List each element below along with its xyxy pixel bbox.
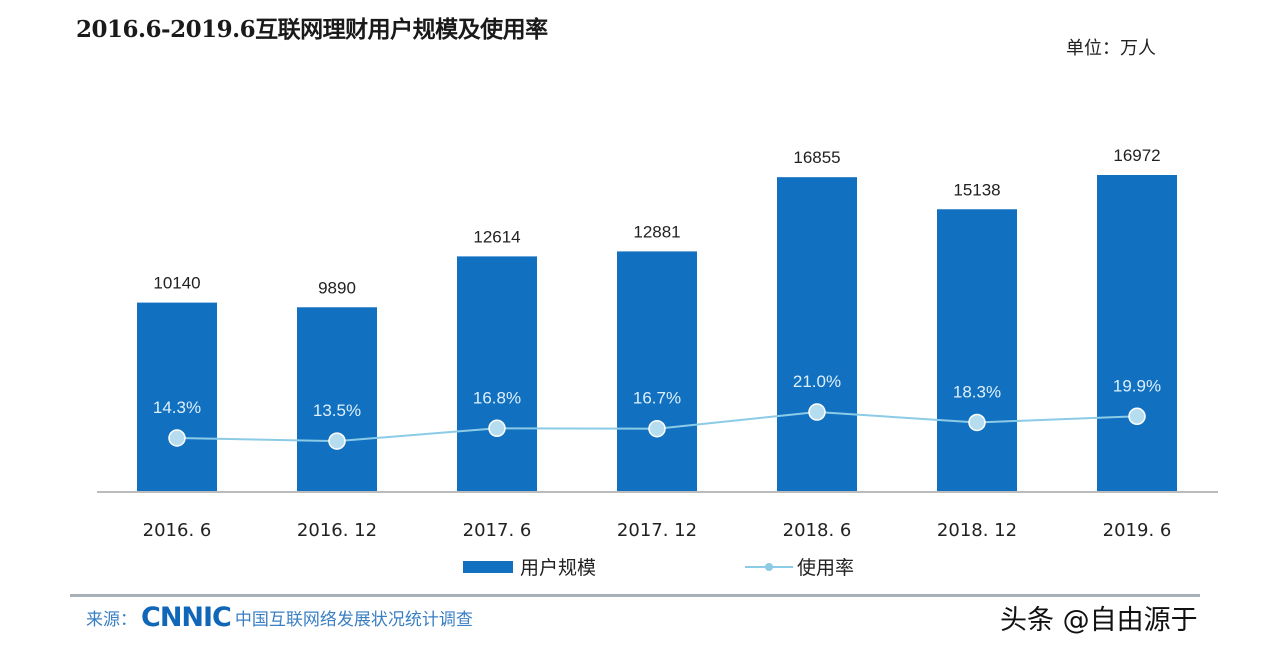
rate-point (168, 429, 186, 447)
bar (937, 209, 1017, 492)
rate-point (328, 432, 346, 450)
bar-value-label: 16855 (793, 148, 840, 167)
bar (137, 302, 217, 492)
rate-value-label: 16.7% (633, 389, 681, 408)
rate-value-label: 19.9% (1113, 376, 1161, 395)
x-tick-label: 2018. 12 (937, 520, 1017, 541)
source-text: 中国互联网络发展状况统计调查 (234, 610, 473, 630)
legend-swatch-bar (463, 561, 513, 573)
rate-point (808, 403, 826, 421)
bar (457, 256, 537, 492)
rate-point (968, 413, 986, 432)
x-tick-label: 2019. 6 (1103, 520, 1172, 541)
rate-point (488, 419, 506, 438)
watermark: 头条 @自由源于 (1000, 605, 1198, 636)
bar-value-label: 15138 (953, 180, 1000, 199)
x-tick-label: 2018. 6 (783, 520, 852, 541)
rate-value-label: 18.3% (953, 382, 1001, 401)
legend-label-bar: 用户规模 (520, 557, 596, 579)
legend-swatch-marker (765, 563, 773, 571)
bar-value-label: 10140 (153, 274, 200, 293)
x-tick-label: 2017. 6 (463, 520, 532, 541)
rate-value-label: 21.0% (793, 372, 841, 391)
bar (617, 251, 697, 492)
source-line: 来源： CNNIC 中国互联网络发展状况统计调查 (86, 602, 473, 633)
x-tick-label: 2017. 12 (617, 520, 697, 541)
bar (297, 307, 377, 492)
unit-label: 单位：万人 (1066, 38, 1156, 59)
bar-value-label: 12881 (633, 222, 680, 241)
legend-label-line: 使用率 (797, 557, 854, 579)
x-tick-label: 2016. 12 (297, 520, 377, 541)
source-prefix: 来源： (86, 610, 137, 630)
bar-value-label: 12614 (473, 227, 520, 246)
cnnic-logo: CNNIC (141, 602, 232, 633)
bar (777, 177, 857, 492)
rate-value-label: 13.5% (313, 401, 361, 420)
rate-point (648, 419, 666, 438)
rate-value-label: 14.3% (153, 398, 201, 417)
rate-value-label: 16.8% (473, 388, 521, 407)
bar-value-label: 16972 (1113, 146, 1160, 165)
footer-divider (70, 594, 1200, 597)
x-tick-label: 2016. 6 (143, 520, 212, 541)
bar (1097, 175, 1177, 492)
chart-title: 2016.6-2019.6互联网理财用户规模及使用率 (76, 16, 548, 43)
bar-value-label: 9890 (318, 278, 356, 297)
rate-point (1128, 407, 1146, 426)
